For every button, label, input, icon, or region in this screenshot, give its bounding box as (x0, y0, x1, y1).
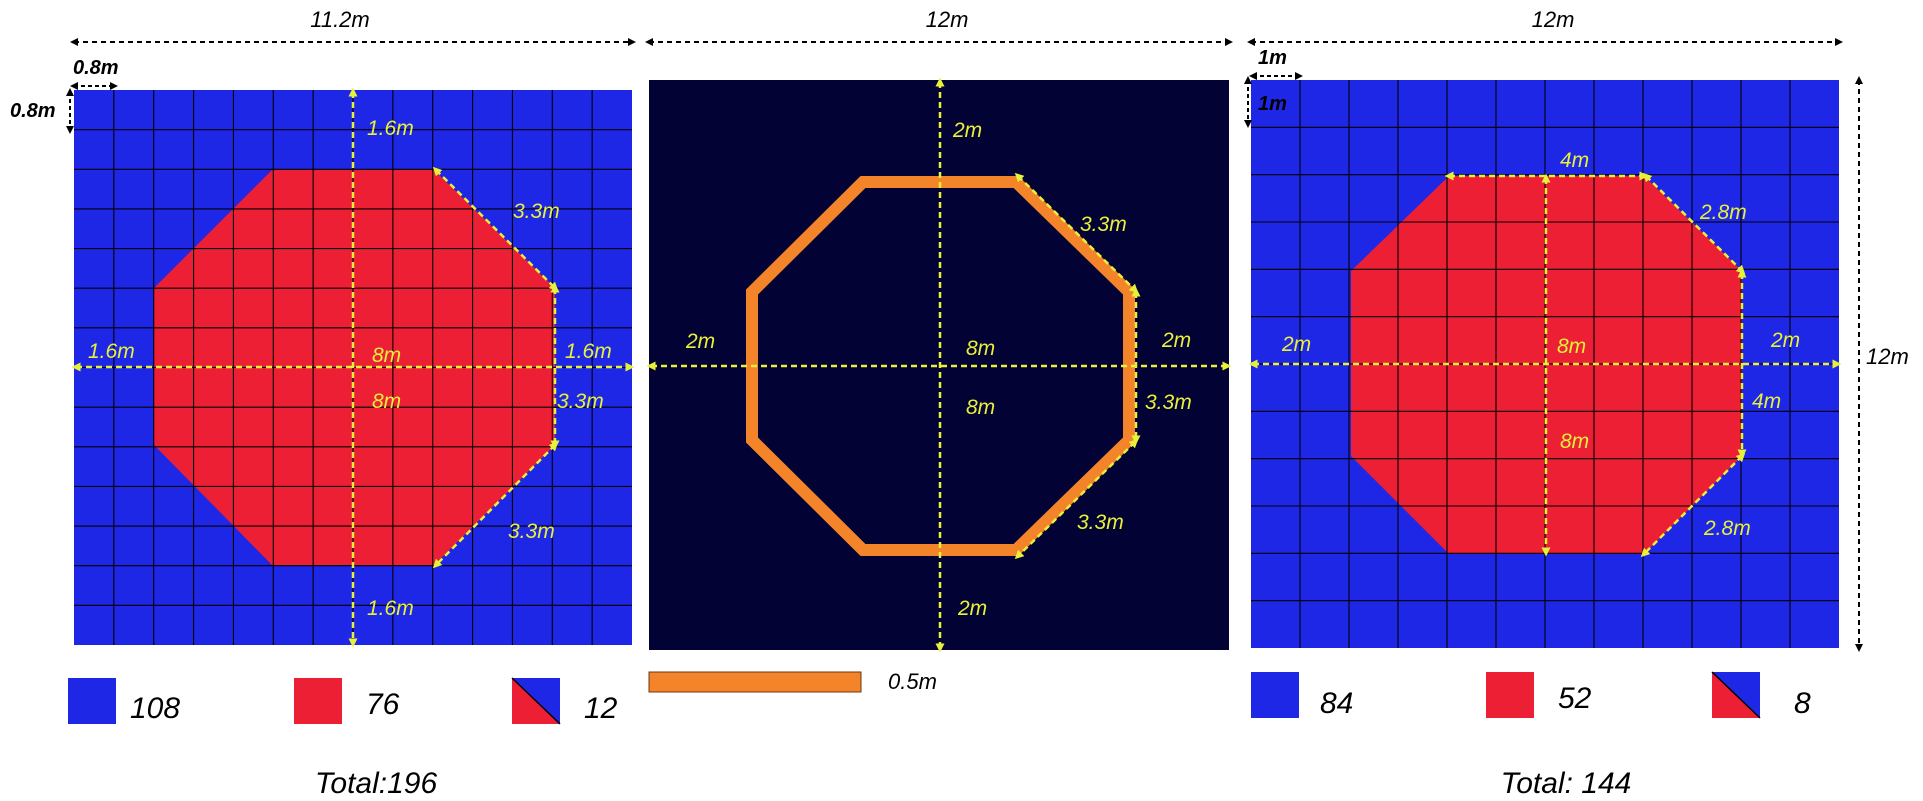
panel1-count-red: 76 (366, 688, 400, 721)
panel3-legend-mixed-swatch (1711, 671, 1761, 719)
panel1-bottom-gap-label: 1.6m (367, 597, 414, 620)
panel2-center-v-label: 8m (966, 396, 995, 419)
panel1-right-side-label: 3.3m (557, 390, 604, 413)
panel1-legend-blue-swatch (68, 678, 116, 724)
panel3-height-label: 12m (1866, 344, 1909, 369)
panel2-scale-bar (648, 671, 862, 693)
panel2-right-side-label: 3.3m (1145, 391, 1192, 414)
panel1-total: Total:196 (315, 767, 438, 800)
panel3-center-v-label: 8m (1560, 430, 1589, 453)
panel1-right-gap-label: 1.6m (565, 340, 612, 363)
panel3-legend-blue-swatch (1251, 672, 1299, 718)
panel1-top-gap-label: 1.6m (367, 117, 414, 140)
panel2-top-gap-label: 2m (952, 119, 982, 142)
panel3-right-side-label: 4m (1752, 390, 1781, 413)
panel1-width-label: 11.2m (310, 7, 370, 32)
panel3-count-blue: 84 (1320, 687, 1353, 720)
panel1-left-gap-label: 1.6m (88, 340, 135, 363)
panel3-right-gap-label: 2m (1770, 329, 1800, 352)
panel2-right-gap-label: 2m (1161, 329, 1191, 352)
panel2-diag-top-label: 3.3m (1080, 213, 1127, 236)
panel1-cell-height-label: 0.8m (10, 100, 56, 122)
panel3-left-gap-label: 2m (1281, 333, 1311, 356)
panel-3: 12m 1m 1m 12m 4m 2.8m 2m 8m 2m 4m 8m 2.8… (1244, 7, 1909, 800)
panel1-diag-bottom-label: 3.3m (508, 520, 555, 543)
panel1-count-blue: 108 (130, 692, 180, 725)
panel-1: 11.2m 0.8m 0.8m 1.6m 3.3m 1.6m 8m 1.6m 8… (10, 7, 636, 800)
panel1-center-h-label: 8m (372, 344, 401, 367)
panel3-cell-height-label: 1m (1258, 93, 1287, 115)
panel3-count-red: 52 (1558, 682, 1592, 715)
panel3-cell-width-label: 1m (1258, 47, 1287, 69)
panel3-count-mixed: 8 (1794, 687, 1811, 720)
panel-2: 12m 2m 3.3m 2m 8m 2m 8m 3.3m 3.3m 2m 0.5… (645, 7, 1233, 694)
panel1-center-v-label: 8m (372, 390, 401, 413)
panel2-left-gap-label: 2m (685, 330, 715, 353)
panel2-center-h-label: 8m (966, 337, 995, 360)
panel2-bottom-gap-label: 2m (957, 597, 987, 620)
panel2-width-label: 12m (926, 7, 969, 32)
panel3-center-h-label: 8m (1557, 335, 1586, 358)
panel3-width-label: 12m (1532, 7, 1575, 32)
panel3-diag-bottom-label: 2.8m (1703, 517, 1751, 540)
panel2-scale-label: 0.5m (888, 669, 937, 694)
panel1-cell-width-label: 0.8m (73, 57, 119, 79)
panel1-legend-red-swatch (294, 678, 342, 724)
panel3-legend-red-swatch (1486, 672, 1534, 718)
panel3-total: Total: 144 (1501, 767, 1632, 800)
panel3-top-side-label: 4m (1560, 149, 1589, 172)
panel1-diag-top-label: 3.3m (513, 200, 560, 223)
panel1-legend-mixed-swatch (511, 677, 561, 725)
panel2-diag-bottom-label: 3.3m (1077, 511, 1124, 534)
panel3-diag-top-label: 2.8m (1699, 201, 1747, 224)
panel1-count-mixed: 12 (584, 692, 618, 725)
